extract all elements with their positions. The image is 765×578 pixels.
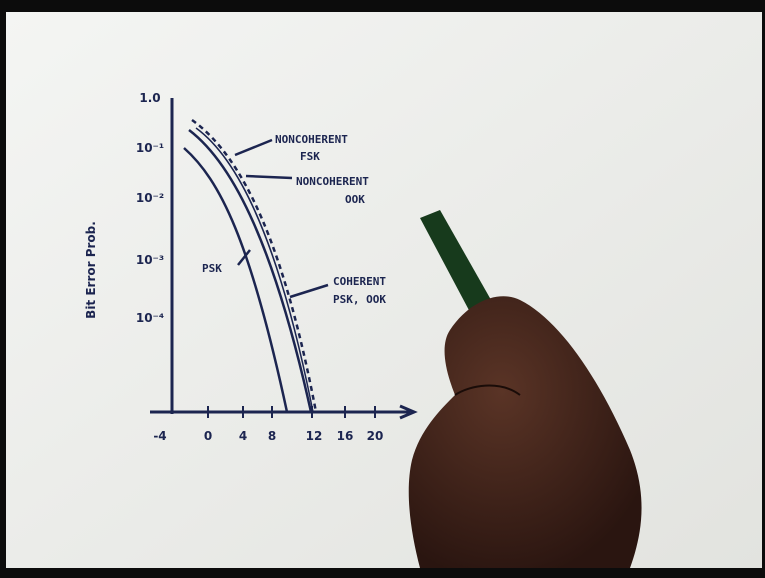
- y-axis-label: Bit Error Prob.: [84, 221, 98, 319]
- y-tick-label: 10⁻¹: [136, 141, 164, 155]
- annotation: NONCOHERENT: [296, 175, 369, 188]
- annotation: PSK: [202, 262, 222, 275]
- annotation: NONCOHERENT: [275, 133, 348, 146]
- x-tick-label: 16: [337, 429, 354, 443]
- annotation: COHERENT: [333, 275, 386, 288]
- x-tick-label: 8: [268, 429, 276, 443]
- annotation: PSK, OOK: [333, 293, 386, 306]
- y-tick-label: 1.0: [139, 91, 160, 105]
- paper: [6, 12, 762, 568]
- annotation: OOK: [345, 193, 365, 206]
- annotation: FSK: [300, 150, 320, 163]
- x-tick-label: 4: [239, 429, 247, 443]
- y-tick-label: 10⁻⁴: [136, 311, 164, 325]
- page: Bit Error Prob. 1.0 10⁻¹ 10⁻² 10⁻³ 10⁻⁴ …: [0, 0, 765, 578]
- photo: Bit Error Prob. 1.0 10⁻¹ 10⁻² 10⁻³ 10⁻⁴ …: [0, 0, 765, 578]
- x-tick-label: 12: [306, 429, 323, 443]
- x-tick-label: 20: [367, 429, 384, 443]
- x-tick-label: 0: [204, 429, 212, 443]
- y-tick-label: 10⁻³: [136, 253, 164, 267]
- y-tick-label: 10⁻²: [136, 191, 164, 205]
- x-tick-label: -4: [153, 429, 166, 443]
